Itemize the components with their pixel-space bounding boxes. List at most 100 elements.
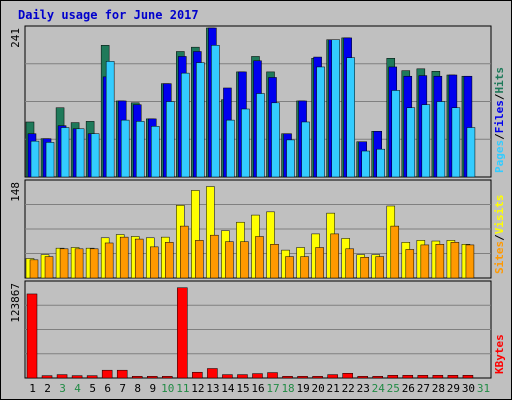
sites-bar bbox=[330, 233, 339, 279]
day-label: 18 bbox=[281, 382, 294, 395]
sites-bar bbox=[465, 244, 475, 279]
day-label: 11 bbox=[176, 382, 189, 395]
kbytes-bar bbox=[432, 375, 444, 379]
legend-entry: Hits bbox=[493, 67, 506, 94]
day-label: 20 bbox=[312, 382, 325, 395]
sites-bar bbox=[360, 256, 369, 279]
pages-bar bbox=[406, 107, 416, 178]
sites-bar bbox=[134, 238, 144, 279]
pages-bar bbox=[75, 128, 85, 178]
day-label: 22 bbox=[342, 382, 355, 395]
kbytes-bar bbox=[357, 376, 368, 379]
kbytes-bar bbox=[342, 373, 353, 379]
sites-bar bbox=[104, 242, 114, 279]
pages-bar bbox=[181, 72, 190, 178]
day-label: 30 bbox=[462, 382, 475, 395]
day-label: 7 bbox=[119, 382, 126, 395]
kbytes-bar bbox=[387, 375, 399, 379]
pages-bar bbox=[241, 108, 250, 178]
pages-bar bbox=[30, 140, 40, 178]
pages-bar bbox=[346, 57, 355, 178]
kbytes-bar bbox=[417, 375, 429, 379]
panel-2-legend: Sites/Visits bbox=[493, 195, 506, 275]
sites-bar bbox=[345, 248, 354, 279]
kbytes-bar bbox=[282, 376, 293, 379]
sites-bar bbox=[225, 241, 234, 279]
legend-entry: Files bbox=[493, 100, 506, 133]
kbytes-bar bbox=[207, 368, 218, 379]
pages-bar bbox=[361, 150, 370, 178]
sites-bar bbox=[270, 244, 279, 279]
sites-bar bbox=[74, 248, 84, 279]
sites-bar bbox=[375, 256, 384, 279]
kbytes-bar bbox=[402, 375, 414, 379]
sites-bar bbox=[195, 240, 204, 279]
pages-bar bbox=[105, 61, 115, 178]
sites-bar bbox=[165, 242, 174, 279]
pages-bar bbox=[376, 148, 385, 178]
panel-1-legend: Pages/Files/Hits bbox=[493, 67, 506, 173]
chart-panels: 241Pages/Files/Hits148Sites/Visits123867… bbox=[9, 25, 506, 395]
legend-entry: Pages bbox=[493, 140, 506, 173]
pages-bar bbox=[391, 90, 401, 178]
day-label: 9 bbox=[149, 382, 156, 395]
day-label: 31 bbox=[477, 382, 490, 395]
kbytes-bar bbox=[372, 376, 383, 379]
pages-bar bbox=[151, 126, 160, 178]
day-label: 29 bbox=[447, 382, 460, 395]
sites-bar bbox=[435, 244, 445, 279]
panel-1-max-label: 241 bbox=[9, 28, 22, 48]
legend-entry: Sites bbox=[493, 241, 506, 274]
day-label: 27 bbox=[417, 382, 430, 395]
legend-entry: / bbox=[493, 234, 506, 241]
day-label: 6 bbox=[104, 382, 111, 395]
day-label: 3 bbox=[59, 382, 66, 395]
sites-bar bbox=[450, 242, 460, 279]
sites-bar bbox=[180, 225, 189, 279]
kbytes-bar bbox=[162, 376, 173, 379]
legend-entry: / bbox=[493, 133, 506, 140]
kbytes-bar bbox=[56, 374, 68, 379]
pages-bar bbox=[451, 107, 461, 178]
day-label: 2 bbox=[44, 382, 51, 395]
panel-3-legend: KBytes bbox=[493, 334, 506, 374]
sites-bar bbox=[29, 259, 39, 279]
kbytes-bar bbox=[252, 373, 263, 379]
day-label: 4 bbox=[74, 382, 81, 395]
sites-bar bbox=[119, 236, 129, 279]
pages-bar bbox=[466, 127, 476, 178]
legend-entry: KBytes bbox=[493, 334, 506, 374]
sites-bar bbox=[59, 248, 69, 279]
kbytes-bar bbox=[116, 369, 128, 379]
kbytes-bar bbox=[297, 376, 308, 379]
pages-bar bbox=[166, 101, 175, 178]
sites-bar bbox=[210, 234, 219, 279]
chart-title: Daily usage for June 2017 bbox=[18, 8, 199, 22]
day-label: 10 bbox=[161, 382, 174, 395]
day-label: 15 bbox=[236, 382, 249, 395]
pages-bar bbox=[286, 139, 295, 178]
day-label: 16 bbox=[251, 382, 264, 395]
sites-bar bbox=[300, 256, 309, 279]
day-label: 12 bbox=[191, 382, 204, 395]
kbytes-bar bbox=[41, 375, 53, 379]
pages-bar bbox=[45, 142, 55, 178]
day-label: 17 bbox=[266, 382, 279, 395]
kbytes-bar bbox=[26, 293, 38, 379]
day-label: 19 bbox=[296, 382, 309, 395]
pages-bar bbox=[196, 62, 205, 178]
sites-bar bbox=[390, 225, 400, 279]
sites-bar bbox=[89, 248, 99, 279]
pages-bar bbox=[316, 66, 325, 178]
pages-bar bbox=[120, 119, 130, 178]
kbytes-bar bbox=[312, 376, 323, 379]
sites-bar bbox=[315, 247, 324, 279]
kbytes-bar bbox=[131, 376, 143, 379]
legend-entry: / bbox=[493, 93, 506, 100]
sites-bar bbox=[285, 256, 294, 279]
sites-bar bbox=[420, 244, 430, 279]
kbytes-bar bbox=[222, 374, 233, 379]
day-label: 5 bbox=[89, 382, 96, 395]
kbytes-bar bbox=[71, 375, 83, 379]
